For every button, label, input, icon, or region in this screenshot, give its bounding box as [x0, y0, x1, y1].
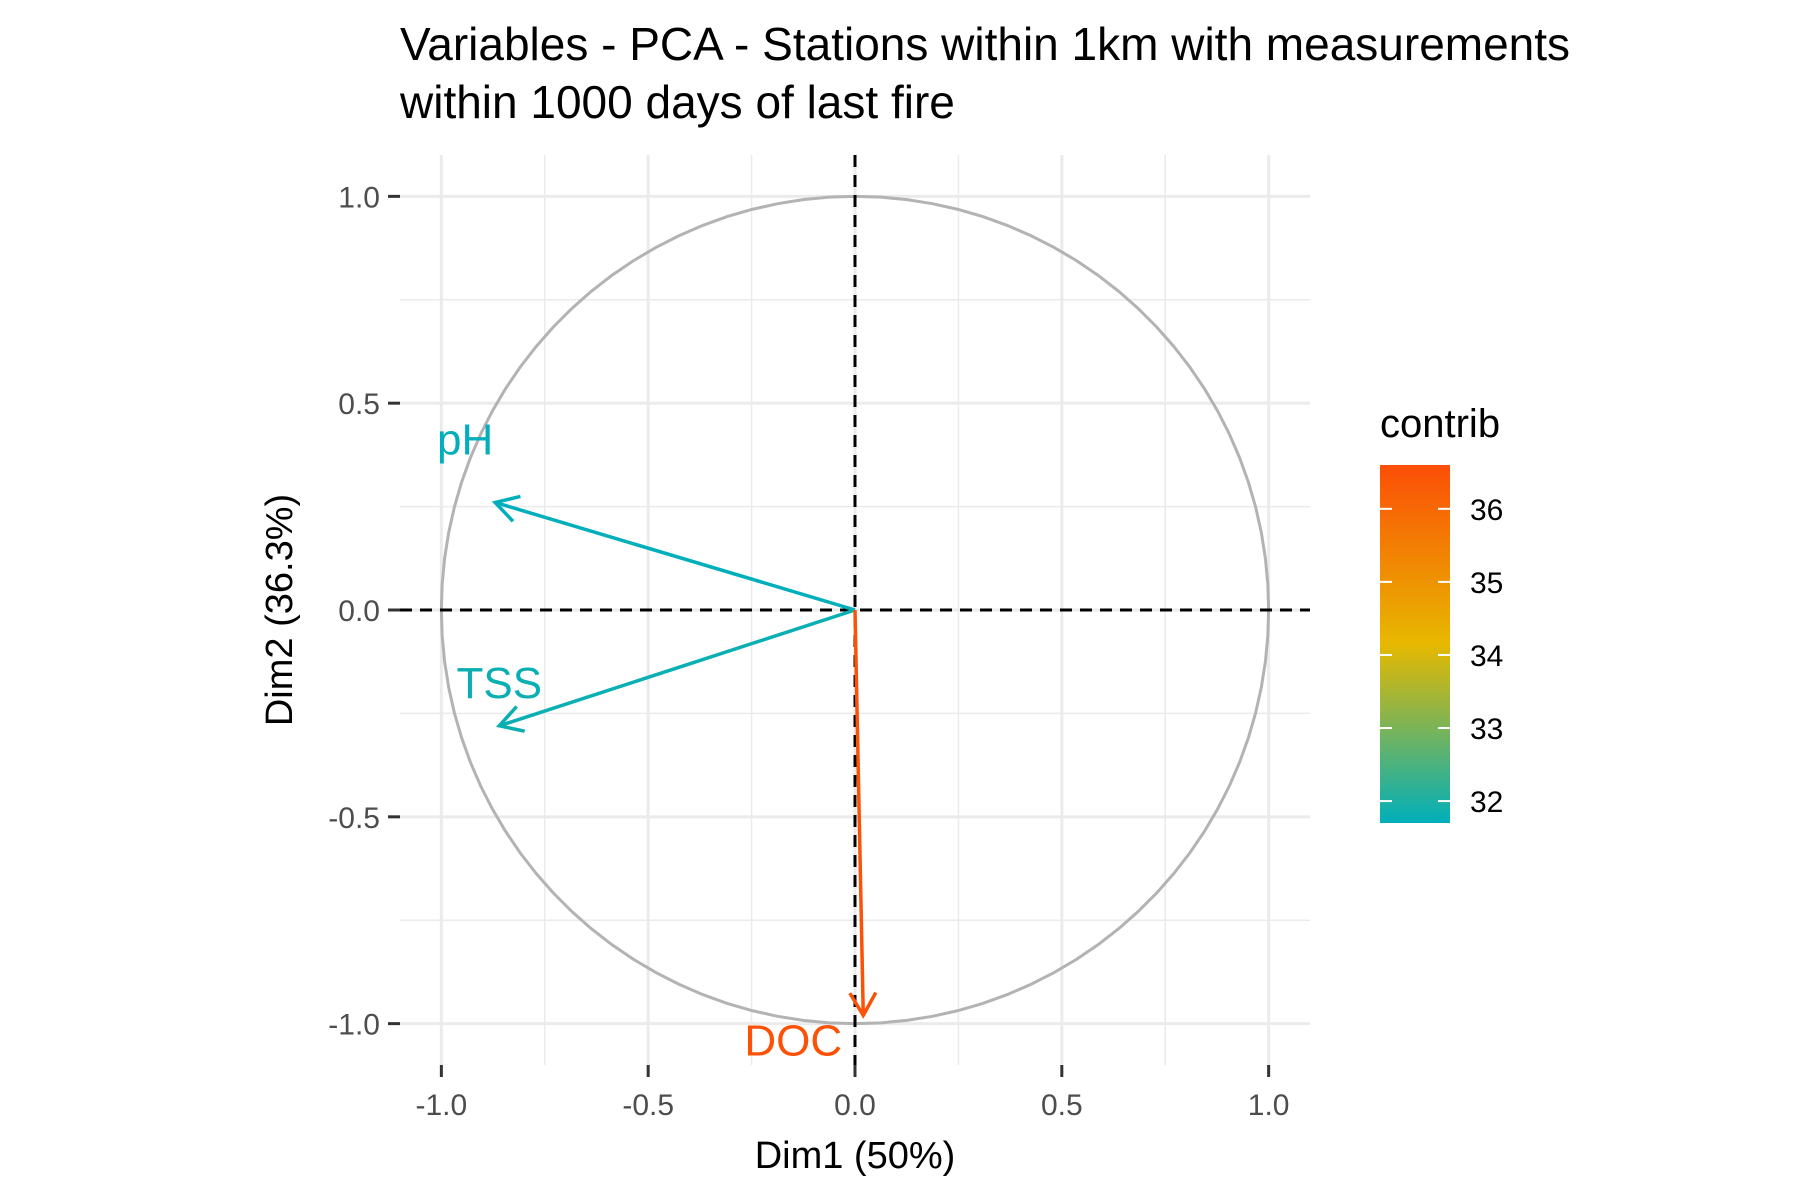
variable-arrow-tss: TSS: [456, 608, 856, 733]
x-axis-title: Dim1 (50%): [755, 1135, 956, 1177]
y-axis-title: Dim2 (36.3%): [259, 494, 301, 726]
y-tick-label: 0.5: [338, 388, 380, 421]
x-tick-label: 0.5: [1041, 1089, 1083, 1122]
arrow-shaft: [494, 500, 856, 612]
variable-arrow-ph: pH: [437, 415, 856, 612]
x-tick-label: 0.0: [834, 1089, 876, 1122]
legend-tick-label: 35: [1470, 567, 1503, 600]
legend-colorbar: [1380, 465, 1450, 823]
chart-title-line-2: within 1000 days of last fire: [399, 76, 955, 128]
arrow-head: [495, 705, 526, 733]
arrow-head: [848, 991, 878, 1019]
y-axis-ticks: -1.0 -0.5 0.0 0.5 1.0: [328, 181, 400, 1042]
variable-arrow-doc: DOC: [744, 609, 878, 1065]
legend-tick-label: 36: [1470, 494, 1503, 527]
variable-arrows: pH TSS DOC: [437, 415, 878, 1065]
y-tick-label: 1.0: [338, 181, 380, 214]
variable-label: TSS: [456, 659, 542, 708]
x-axis-ticks: -1.0 -0.5 0.0 0.5 1.0: [416, 1065, 1290, 1122]
y-tick-label: 0.0: [338, 595, 380, 628]
variable-label: pH: [437, 415, 493, 464]
legend-ticks: 32 33 34 35 36: [1380, 494, 1503, 819]
x-tick-label: -0.5: [622, 1089, 674, 1122]
chart-title-line-1: Variables - PCA - Stations within 1km wi…: [400, 18, 1570, 70]
y-tick-label: -1.0: [328, 1009, 380, 1042]
x-tick-label: 1.0: [1248, 1089, 1290, 1122]
legend: contrib 32 33 34 35 36: [1380, 402, 1503, 823]
legend-tick-label: 32: [1470, 786, 1503, 819]
arrow-shaft: [853, 609, 866, 1016]
legend-tick-label: 34: [1470, 640, 1503, 673]
y-tick-label: -0.5: [328, 802, 380, 835]
arrow-shaft: [498, 608, 856, 728]
legend-title: contrib: [1380, 402, 1500, 446]
legend-tick-label: 33: [1470, 713, 1503, 746]
arrow-head: [491, 494, 521, 523]
plot-area: pH TSS DOC: [400, 155, 1310, 1065]
variable-label: DOC: [744, 1016, 842, 1065]
x-tick-label: -1.0: [416, 1089, 468, 1122]
